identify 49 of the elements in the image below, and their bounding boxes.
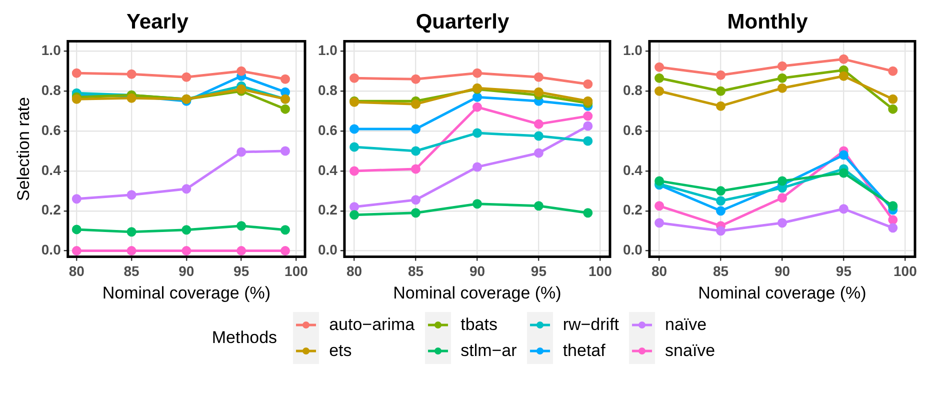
legend-title: Methods: [212, 328, 278, 348]
y-tick-label: 0.4: [318, 162, 338, 178]
y-tick-label: 0.2: [41, 202, 62, 218]
x-tick-label: 90: [774, 263, 790, 280]
x-tick-label: 100: [284, 263, 308, 280]
y-tick-label: 0.4: [41, 162, 62, 178]
legend-label: stlm−ar: [460, 341, 517, 361]
x-tick-label: 100: [588, 263, 612, 280]
x-tick-label: 85: [408, 263, 424, 280]
x-axis-title: Nominal coverage (%): [393, 283, 562, 302]
y-tick-label: 0.4: [622, 162, 643, 178]
x-tick-label: 90: [469, 263, 486, 280]
y-tick-label: 0.2: [622, 202, 643, 218]
y-tick-label: 0.8: [318, 82, 338, 98]
x-axis-title: Nominal coverage (%): [698, 283, 866, 302]
x-tick-label: 95: [234, 263, 250, 280]
x-tick-label: 80: [68, 263, 85, 280]
y-tick-label: 0.6: [318, 122, 338, 138]
legend-label: naïve: [665, 315, 707, 335]
legend-label: thetaf: [562, 341, 606, 361]
x-tick-label: 85: [712, 263, 729, 280]
legend-label: ets: [329, 341, 352, 361]
x-tick-label: 95: [530, 263, 547, 280]
legend-label: auto−arima: [329, 315, 415, 335]
x-axis-title: Nominal coverage (%): [102, 283, 271, 302]
y-tick-label: 0.8: [622, 82, 643, 98]
y-axis-title: Selection rate: [14, 97, 33, 201]
y-tick-label: 0.0: [41, 242, 62, 258]
x-tick-label: 80: [346, 263, 362, 280]
legend-label: tbats: [460, 315, 498, 335]
y-tick-label: 1.0: [318, 42, 338, 58]
x-tick-label: 100: [893, 263, 918, 280]
x-tick-label: 85: [124, 263, 140, 280]
x-tick-label: 80: [652, 263, 668, 280]
y-tick-label: 0.0: [318, 242, 338, 258]
chart-title: Monthly: [727, 10, 808, 34]
legend-label: rw−drift: [562, 315, 620, 335]
y-tick-label: 0.6: [41, 122, 62, 138]
legend-label: snaïve: [665, 341, 716, 361]
y-tick-label: 0.0: [622, 242, 643, 258]
y-tick-label: 0.6: [622, 122, 643, 138]
x-tick-label: 95: [836, 263, 852, 280]
y-tick-label: 1.0: [41, 42, 62, 58]
y-tick-label: 0.8: [41, 82, 62, 98]
y-tick-label: 1.0: [622, 42, 643, 58]
x-tick-label: 90: [178, 263, 194, 280]
chart-title: Yearly: [126, 10, 189, 34]
chart-title: Quarterly: [416, 10, 510, 34]
y-tick-label: 0.2: [318, 202, 338, 218]
